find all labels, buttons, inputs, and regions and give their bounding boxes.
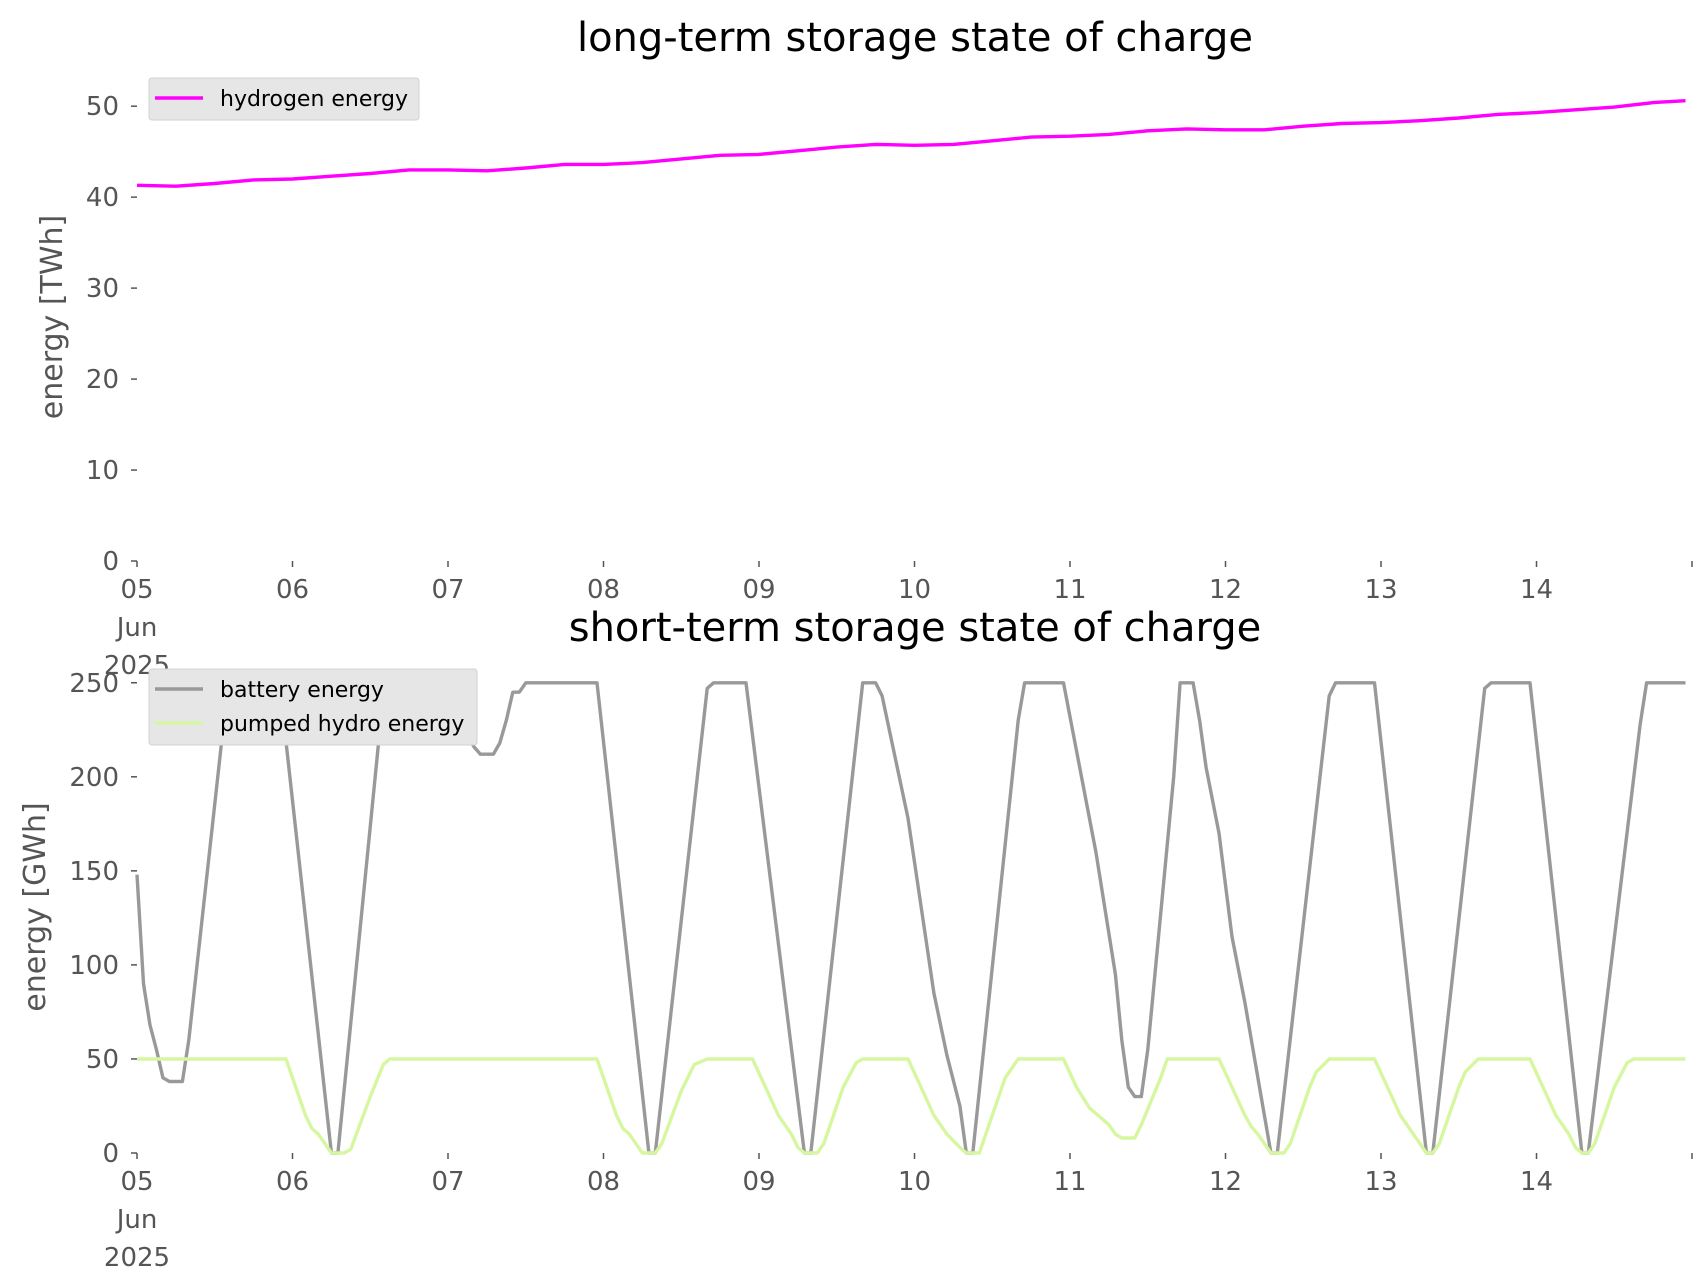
y-tick-label: 100 <box>69 951 119 981</box>
x-tick-label: 11 <box>1053 575 1086 605</box>
legend-box <box>148 77 420 121</box>
series-line-pumped-hydro-energy <box>137 1057 1686 1155</box>
x-tick-label: 13 <box>1364 1167 1397 1197</box>
legend-box <box>148 668 478 746</box>
legend-label: pumped hydro energy <box>220 712 464 737</box>
x-tick-label: 08 <box>587 575 620 605</box>
legend-label: hydrogen energy <box>220 87 408 112</box>
series-line-hydrogen-energy <box>136 99 1686 188</box>
legend-label: battery energy <box>220 678 384 703</box>
legend-long-term: hydrogen energy <box>148 77 420 121</box>
x-tick-label: 07 <box>431 1167 464 1197</box>
x-tick-label: 12 <box>1209 1167 1242 1197</box>
x-axis-ticks-long-term: 05 Jun 2025 06 07 08 09 10 11 12 13 14 <box>104 561 1693 681</box>
y-tick-label: 10 <box>86 456 119 486</box>
x-tick-label: 06 <box>276 1167 309 1197</box>
plot-lines-short-term <box>135 681 1686 1155</box>
x-tick-label: 06 <box>276 575 309 605</box>
x-tick-label: 13 <box>1364 575 1397 605</box>
x-tick-label: 11 <box>1053 1167 1086 1197</box>
y-tick-label: 40 <box>86 183 119 213</box>
y-axis-ticks-long-term: 0 10 20 30 40 50 <box>86 92 137 577</box>
y-tick-label: 200 <box>69 763 119 793</box>
x-axis-ticks-short-term: 05 Jun 2025 06 07 08 09 10 11 12 13 14 <box>104 1153 1693 1273</box>
y-tick-label: 50 <box>86 92 119 122</box>
x-tick-label: 09 <box>742 575 775 605</box>
x-tick-label: 14 <box>1520 1167 1553 1197</box>
y-axis-label-short-term: energy [GWh] <box>18 802 53 1011</box>
short-term-storage-panel: short-term storage state of charge energ… <box>18 605 1693 1273</box>
x-tick-label: 08 <box>587 1167 620 1197</box>
y-tick-label: 50 <box>86 1045 119 1075</box>
legend-short-term: battery energy pumped hydro energy <box>148 668 478 746</box>
x-tick-label: 07 <box>431 575 464 605</box>
long-term-storage-panel: long-term storage state of charge energy… <box>35 15 1693 681</box>
x-tick-label: 10 <box>898 1167 931 1197</box>
x-tick-label: 09 <box>742 1167 775 1197</box>
series-line-battery-energy <box>135 681 1686 1155</box>
x-tick-label: 14 <box>1520 575 1553 605</box>
chart-title-long-term: long-term storage state of charge <box>577 15 1253 61</box>
x-tick-label: 10 <box>898 575 931 605</box>
x-tick-label: 05 Jun 2025 <box>104 1167 170 1273</box>
plot-lines-long-term <box>136 99 1686 188</box>
y-tick-label: 250 <box>69 669 119 699</box>
x-tick-label: 12 <box>1209 575 1242 605</box>
y-tick-label: 150 <box>69 857 119 887</box>
y-tick-label: 0 <box>102 547 119 577</box>
y-tick-label: 30 <box>86 274 119 304</box>
y-tick-label: 0 <box>102 1139 119 1169</box>
chart-title-short-term: short-term storage state of charge <box>569 605 1262 651</box>
y-tick-label: 20 <box>86 365 119 395</box>
x-tick-label: 05 Jun 2025 <box>104 575 170 681</box>
y-axis-ticks-short-term: 0 50 100 150 200 250 <box>69 669 137 1169</box>
y-axis-label-long-term: energy [TWh] <box>35 215 70 419</box>
